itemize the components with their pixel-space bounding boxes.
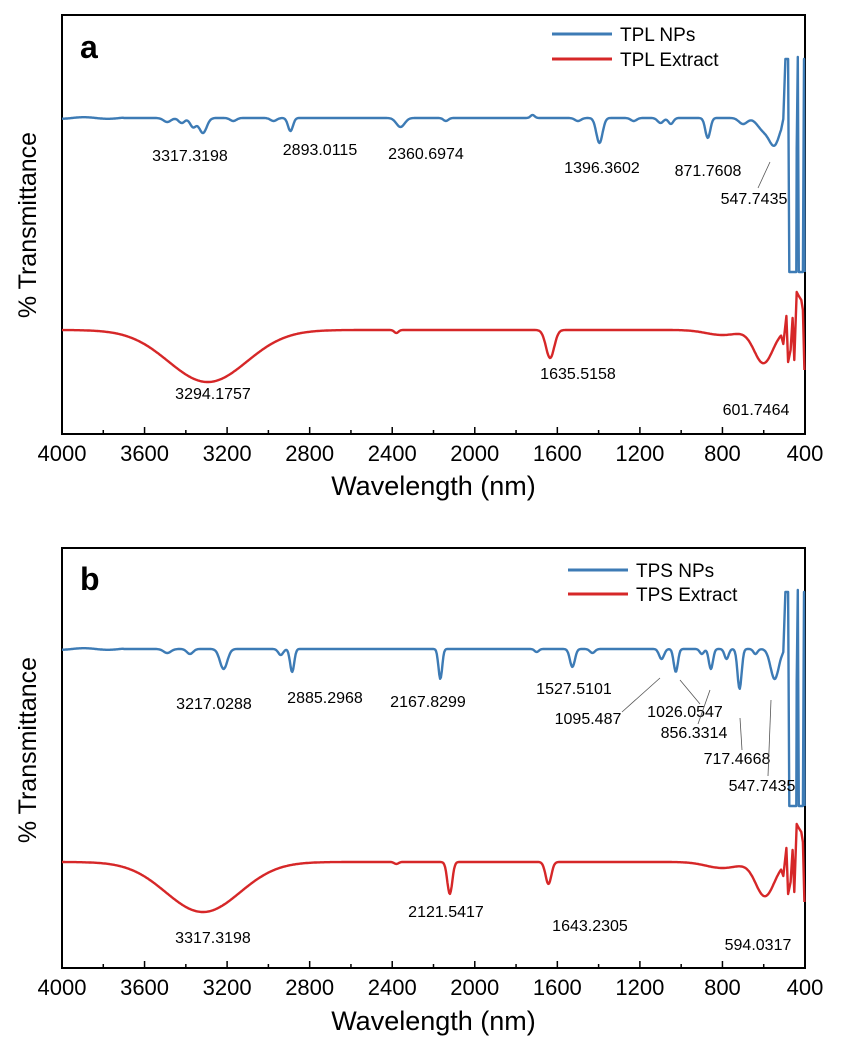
peak-annotation: 2893.0115: [283, 142, 358, 159]
x-tick-label: 3600: [120, 441, 169, 466]
peak-annotation: 3317.3198: [152, 148, 228, 165]
y-axis-label: % Transmittance: [14, 132, 42, 318]
x-tick-label: 1600: [533, 441, 582, 466]
x-tick-label: 2800: [285, 441, 334, 466]
chart-panel-a: 4000 3600 3200 2800 2400 2000 1600 1200 800 400 Wa…: [14, 14, 824, 501]
x-tick-label: 2000: [450, 441, 499, 466]
series-line-tps-extract: [61, 822, 806, 914]
x-axis-label: Wavelength (nm): [331, 471, 536, 501]
series-line-tpl-extract: [61, 290, 806, 384]
x-tick-label: 800: [704, 441, 741, 466]
chart-panel-b: 4000 3600 3200 2800 2400 2000 1600 1200 800 400 Wa…: [14, 547, 824, 1036]
x-tick-label: 2000: [450, 975, 499, 1000]
x-tick-label: 800: [704, 975, 741, 1000]
peak-annotation: 1396.3602: [564, 160, 640, 177]
x-tick-label: 400: [787, 441, 824, 466]
x-tick-label: 1200: [615, 975, 664, 1000]
plot-frame: [61, 14, 806, 435]
series-line-tps-nps: [61, 588, 806, 808]
annotation-leader: [739, 717, 743, 751]
x-tick-label: 400: [787, 975, 824, 1000]
peak-annotation: 2121.5417: [408, 904, 484, 921]
x-tick-label: 1200: [615, 441, 664, 466]
annotation-leader: [679, 679, 701, 705]
peak-annotation: 3217.0288: [176, 696, 252, 713]
peak-annotation: 2360.6974: [388, 146, 464, 163]
panel-label: b: [80, 561, 100, 597]
x-tick-label: 4000: [38, 441, 87, 466]
peak-annotation: 547.7435: [721, 191, 788, 208]
peak-annotation: 1643.2305: [552, 918, 628, 935]
series-line-tpl-nps: [61, 55, 806, 274]
legend-label: TPS Extract: [636, 585, 738, 606]
x-tick-label: 2800: [285, 975, 334, 1000]
peak-annotation: 3294.1757: [175, 386, 251, 403]
annotation-leader: [767, 699, 772, 777]
x-tick-label: 2400: [368, 975, 417, 1000]
peak-annotation: 2167.8299: [390, 694, 466, 711]
x-tick-label: 3200: [203, 975, 252, 1000]
peak-annotation: 547.7435: [729, 778, 796, 795]
peak-annotation: 1095.487: [555, 711, 622, 728]
y-axis-label: % Transmittance: [14, 657, 42, 843]
annotation-leader: [697, 689, 711, 725]
peak-annotation: 1527.5101: [536, 681, 612, 698]
peak-annotation: 1635.5158: [540, 366, 616, 383]
peak-annotation: 871.7608: [675, 163, 742, 180]
peak-annotation: 3317.3198: [175, 930, 251, 947]
legend-label: TPS NPs: [636, 561, 714, 582]
x-tick-label: 2400: [368, 441, 417, 466]
peak-annotation: 601.7464: [723, 402, 790, 419]
x-tick-label: 3600: [120, 975, 169, 1000]
x-tick-label: 3200: [203, 441, 252, 466]
annotation-leader: [621, 677, 661, 713]
annotation-leader: [757, 161, 771, 189]
peak-annotation: 2885.2968: [287, 690, 363, 707]
peak-annotation: 594.0317: [725, 937, 792, 954]
panel-label: a: [80, 29, 98, 65]
peak-annotation: 717.4668: [704, 751, 771, 768]
legend-label: TPL NPs: [620, 25, 695, 46]
x-tick-label: 4000: [38, 975, 87, 1000]
peak-annotation: 856.3314: [661, 725, 728, 742]
legend-label: TPL Extract: [620, 50, 719, 71]
peak-annotation: 1026.0547: [647, 704, 723, 721]
x-axis-label: Wavelength (nm): [331, 1006, 536, 1036]
x-tick-label: 1600: [533, 975, 582, 1000]
